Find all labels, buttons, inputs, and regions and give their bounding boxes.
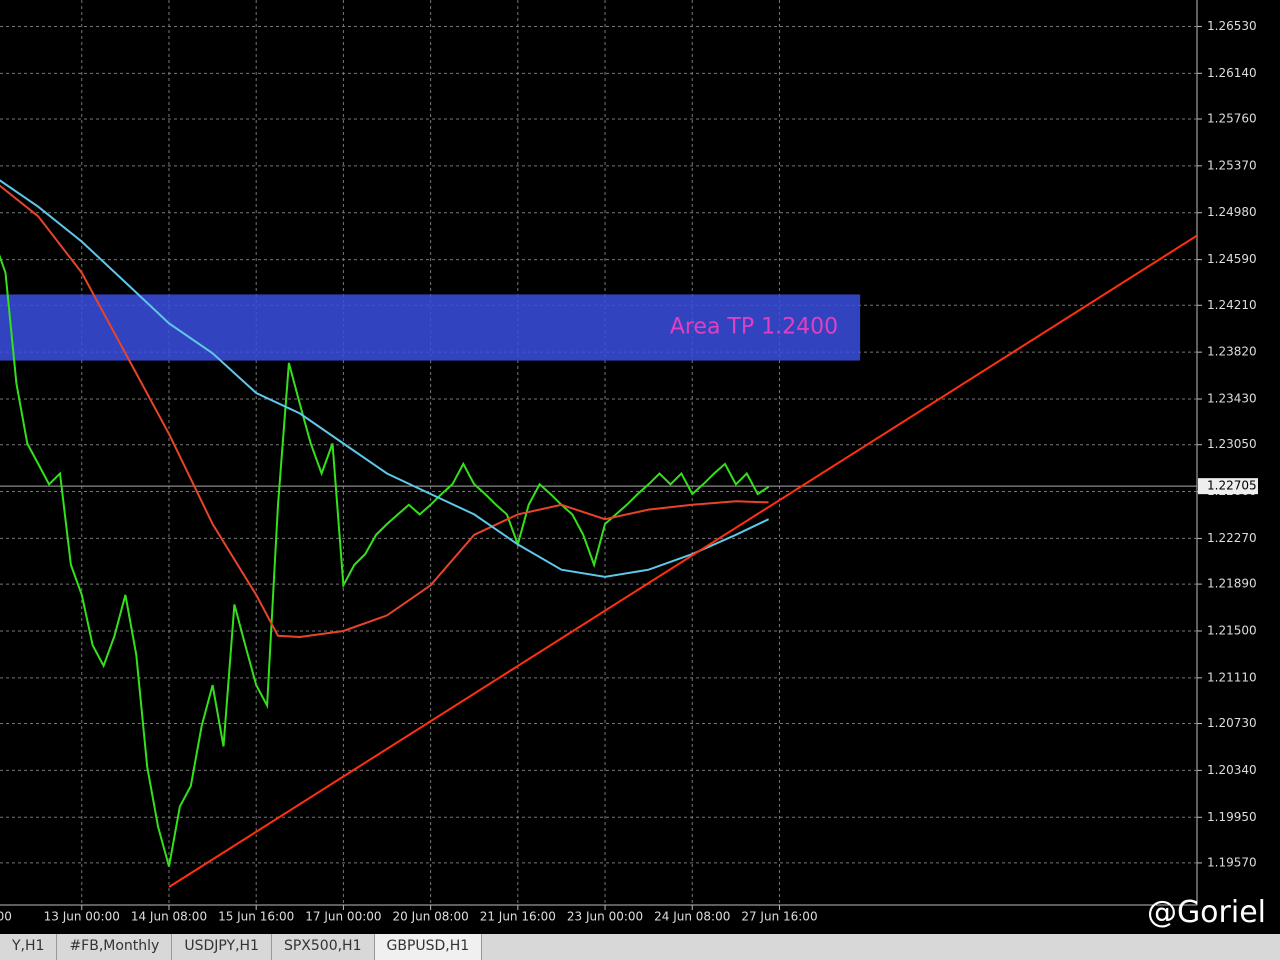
y-tick-label: 1.19570 [1207,855,1257,869]
price-label: 1.22705 [1207,479,1257,493]
x-tick-label: 21 Jun 16:00 [480,910,556,924]
y-tick-label: 1.25370 [1207,158,1257,172]
series-line [0,179,770,578]
y-tick-label: 1.23820 [1207,345,1257,359]
chart-tab[interactable]: SPX500,H1 [272,934,375,960]
x-tick-label: 15 Jun 16:00 [218,910,294,924]
y-tick-label: 1.26140 [1207,66,1257,80]
y-tick-label: 1.24980 [1207,205,1257,219]
price-label-box [1198,478,1258,495]
watermark: @Goriel [1146,895,1266,930]
y-tick-label: 1.23050 [1207,437,1257,451]
y-tick-label: 1.23430 [1207,392,1257,406]
y-tick-label: 1.21890 [1207,577,1257,591]
series-line [168,234,1197,888]
axes: 1.26530 1.26140 1.25760 1.25370 1.24980 1.245… [0,19,1258,924]
chart-tab[interactable]: USDJPY,H1 [172,934,272,960]
x-tick-label: 23 Jun 00:00 [567,910,643,924]
x-tick-label: 13 Jun 00:00 [44,910,120,924]
tp-band [0,294,861,361]
chart-tab[interactable]: #FB,Monthly [57,934,173,960]
y-tick-label: 1.26530 [1207,19,1257,33]
y-tick-label: 1.21110 [1207,670,1257,684]
x-tick-label: 17 Jun 00:00 [305,910,381,924]
plot-layer: Area TP 1.2400 [0,179,1197,888]
y-tick-label: 1.20340 [1207,763,1257,777]
chart-tab[interactable]: GBPUSD,H1 [374,934,483,960]
y-tick-label: 1.25760 [1207,111,1257,125]
x-tick-label: 20 Jun 08:00 [392,910,468,924]
chart: Area TP 1.2400 1.26530 1.26140 1.25760 1.25… [0,0,1258,924]
x-tick-label: 16:00 [0,910,12,924]
chart-tab[interactable]: Y,H1 [0,934,58,960]
tab-bar: Y,H1 #FB,Monthly USDJPY,H1 SPX500,H1 GBPUSD,… [0,934,1280,960]
y-tick-label: 1.22270 [1207,531,1257,545]
y-tick-label: 1.24210 [1207,298,1257,312]
x-tick-label: 24 Jun 08:00 [654,910,730,924]
grid [0,0,1197,905]
y-tick-label: 1.21500 [1207,623,1257,637]
y-tick-label: 1.19950 [1207,810,1257,824]
series-line [0,184,769,639]
y-tick-label: 1.20730 [1207,716,1257,730]
tp-band-label: Area TP 1.2400 [670,315,838,340]
plot-area [0,0,1197,905]
y-tick-label: 1.24590 [1207,252,1257,266]
x-tick-label: 14 Jun 08:00 [131,910,207,924]
x-tick-label: 27 Jun 16:00 [741,910,817,924]
series-line [0,254,770,867]
